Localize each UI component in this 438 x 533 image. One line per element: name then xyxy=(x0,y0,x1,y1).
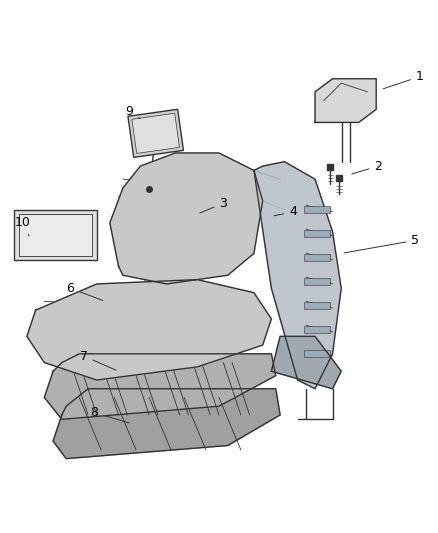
Text: 9: 9 xyxy=(126,105,140,119)
Bar xyxy=(14,210,97,260)
Text: 7: 7 xyxy=(80,350,116,370)
Text: 10: 10 xyxy=(14,216,31,236)
Bar xyxy=(132,113,180,154)
Bar xyxy=(304,254,330,261)
Text: 1: 1 xyxy=(383,70,424,89)
Bar xyxy=(19,214,92,256)
Polygon shape xyxy=(272,336,341,389)
Text: 6: 6 xyxy=(67,282,103,301)
Bar xyxy=(304,278,330,285)
Polygon shape xyxy=(44,354,276,419)
Bar xyxy=(128,109,184,157)
Text: 2: 2 xyxy=(352,159,382,174)
Text: 5: 5 xyxy=(344,234,420,253)
Bar xyxy=(304,350,330,357)
Bar xyxy=(304,206,330,213)
Bar xyxy=(304,302,330,309)
Text: 4: 4 xyxy=(274,205,297,219)
Bar xyxy=(304,230,330,237)
Polygon shape xyxy=(110,153,263,284)
Polygon shape xyxy=(254,161,341,389)
Polygon shape xyxy=(53,389,280,458)
Polygon shape xyxy=(27,280,272,380)
Text: 8: 8 xyxy=(91,406,129,423)
Polygon shape xyxy=(315,79,376,123)
Text: 3: 3 xyxy=(200,197,227,213)
Bar xyxy=(304,326,330,333)
